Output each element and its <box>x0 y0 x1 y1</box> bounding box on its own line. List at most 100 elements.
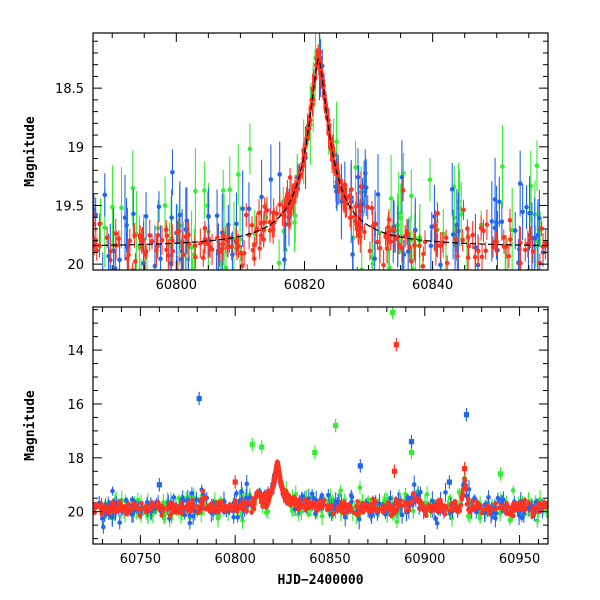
data-point <box>355 283 360 288</box>
data-point <box>178 504 183 509</box>
data-point <box>218 281 223 286</box>
data-point <box>438 262 443 268</box>
data-point <box>220 188 226 193</box>
data-point <box>189 490 195 496</box>
data-point <box>398 215 404 221</box>
data-point <box>410 508 416 514</box>
data-point <box>460 491 466 497</box>
data-point <box>171 495 177 500</box>
data-point <box>93 221 97 227</box>
data-point <box>300 161 305 167</box>
data-point <box>261 237 266 242</box>
data-point <box>229 244 234 249</box>
data-point <box>276 469 282 475</box>
data-point <box>465 235 471 240</box>
data-point <box>102 192 108 198</box>
data-point <box>317 498 323 504</box>
data-point <box>479 254 485 260</box>
data-point <box>503 285 508 290</box>
data-point <box>348 507 354 512</box>
data-point <box>375 192 381 197</box>
y-tick-label: 18.5 <box>55 82 84 97</box>
data-point-outlier <box>461 465 468 472</box>
data-point <box>465 274 470 279</box>
data-point <box>149 504 154 509</box>
data-point <box>387 265 392 270</box>
data-point <box>283 495 289 500</box>
data-point <box>457 508 463 514</box>
data-point <box>324 507 330 513</box>
data-point <box>309 491 315 497</box>
data-point <box>205 203 210 209</box>
series-blue <box>93 33 546 288</box>
data-point <box>139 501 144 506</box>
data-point-outlier <box>408 439 415 445</box>
data-point <box>543 504 548 510</box>
x-tick-label: 60800 <box>156 278 197 293</box>
data-point <box>486 495 491 500</box>
data-point <box>129 497 135 502</box>
data-point <box>486 509 492 514</box>
y-axis-title: Magnitude <box>23 116 38 187</box>
data-point <box>347 193 352 199</box>
data-point <box>101 524 106 530</box>
data-point <box>93 505 98 511</box>
data-point <box>209 247 215 252</box>
y-tick-label: 19.5 <box>55 199 84 214</box>
data-point <box>475 248 481 254</box>
data-point <box>524 204 529 210</box>
data-point <box>370 224 375 229</box>
series-red <box>93 337 548 520</box>
data-point <box>407 244 412 250</box>
data-point <box>532 235 537 241</box>
data-point <box>372 256 377 262</box>
y-tick-label: 14 <box>67 344 84 359</box>
data-point <box>225 244 231 250</box>
data-point <box>356 505 362 511</box>
data-point <box>159 513 165 518</box>
data-point <box>110 488 115 494</box>
data-point <box>177 212 183 218</box>
data-point-outlier <box>446 479 453 485</box>
data-point <box>444 260 450 266</box>
data-point <box>466 243 471 249</box>
data-point <box>418 489 423 495</box>
data-point <box>135 294 140 299</box>
data-point <box>207 505 212 511</box>
data-point <box>455 253 460 259</box>
data-point <box>162 203 168 208</box>
data-point <box>238 513 244 518</box>
data-point <box>531 505 537 510</box>
data-point <box>159 237 165 243</box>
data-point <box>125 256 130 261</box>
data-point <box>143 213 149 219</box>
data-point <box>198 241 203 246</box>
data-point <box>139 273 144 278</box>
data-point <box>119 205 124 211</box>
data-point <box>519 515 525 521</box>
data-point <box>272 473 278 479</box>
data-point <box>470 499 476 504</box>
data-point <box>400 282 405 287</box>
data-point <box>127 238 133 243</box>
data-point <box>223 265 229 270</box>
data-point <box>235 515 240 520</box>
data-point-outlier <box>357 463 363 469</box>
data-point <box>355 512 360 517</box>
data-point <box>185 500 191 506</box>
model-curve <box>93 58 548 247</box>
data-point-outlier <box>389 309 396 315</box>
data-point <box>522 503 527 509</box>
data-point <box>200 497 206 502</box>
data-point <box>104 235 110 240</box>
data-point <box>214 282 219 287</box>
data-point <box>390 226 396 232</box>
x-tick-label: 60850 <box>309 552 350 567</box>
data-point <box>169 215 174 220</box>
data-point <box>438 243 444 248</box>
data-point <box>163 227 169 233</box>
data-point <box>294 501 300 506</box>
y-tick-label: 16 <box>67 398 84 413</box>
data-point <box>247 146 253 152</box>
data-point <box>302 152 307 158</box>
